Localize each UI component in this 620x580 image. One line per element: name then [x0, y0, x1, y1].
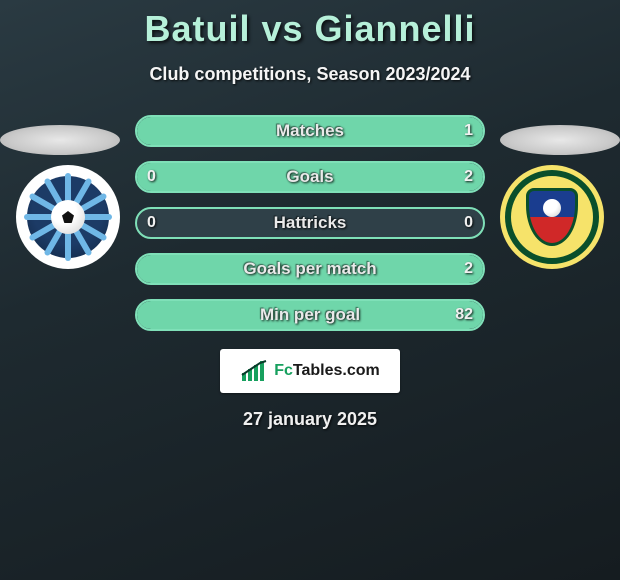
stat-value-right: 0 [464, 214, 473, 232]
fctables-logo: FcTables.com [220, 349, 400, 393]
stats-list: Matches 1 0 Goals 2 0 Hattricks 0 Goals … [135, 115, 485, 331]
logo-text: FcTables.com [274, 362, 380, 380]
player-base-right [500, 125, 620, 155]
shield-icon [526, 188, 578, 246]
subtitle: Club competitions, Season 2023/2024 [0, 64, 620, 85]
stat-value-left: 0 [147, 168, 156, 186]
stat-row: Matches 1 [135, 115, 485, 147]
stat-value-right: 2 [464, 168, 473, 186]
stat-value-right: 1 [464, 122, 473, 140]
stat-value-right: 2 [464, 260, 473, 278]
team-crest-left [16, 165, 120, 269]
comparison-area: Matches 1 0 Goals 2 0 Hattricks 0 Goals … [0, 115, 620, 430]
page-title: Batuil vs Giannelli [0, 0, 620, 50]
bar-chart-icon [240, 359, 268, 383]
team-crest-right [500, 165, 604, 269]
stat-label: Goals per match [243, 259, 376, 279]
stat-value-left: 0 [147, 214, 156, 232]
stat-label: Goals [286, 167, 333, 187]
soccer-ball-icon [51, 200, 85, 234]
stat-label: Hattricks [274, 213, 347, 233]
stat-row: 0 Goals 2 [135, 161, 485, 193]
stat-value-right: 82 [455, 306, 473, 324]
stat-row: Min per goal 82 [135, 299, 485, 331]
date-label: 27 january 2025 [0, 409, 620, 430]
stat-row: 0 Hattricks 0 [135, 207, 485, 239]
stat-row: Goals per match 2 [135, 253, 485, 285]
player-base-left [0, 125, 120, 155]
stat-label: Min per goal [260, 305, 360, 325]
stat-label: Matches [276, 121, 344, 141]
